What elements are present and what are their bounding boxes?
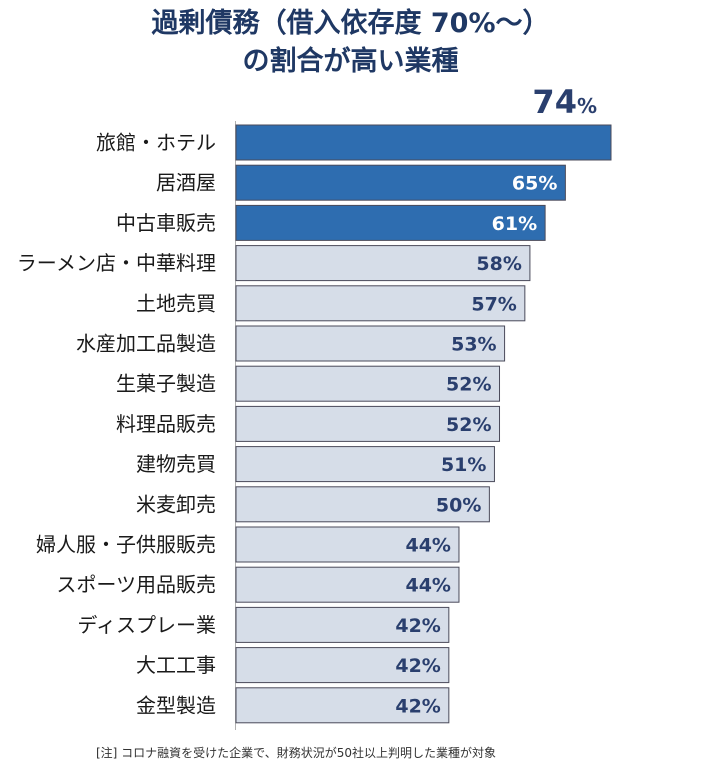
value-label: 52% [446,374,491,396]
value-label: 51% [441,454,486,476]
category-label: 生菓子製造 [116,372,216,396]
value-label: 74% [532,83,597,121]
bar [235,405,501,442]
bar [235,204,546,241]
bar [235,486,490,523]
category-label: 大工工事 [136,653,216,677]
bar [235,325,506,362]
value-label: 57% [471,293,516,315]
category-label: ディスプレー業 [77,613,216,637]
category-label: 米麦卸売 [136,492,216,516]
value-label: 58% [476,253,521,275]
category-label: 金型製造 [136,693,216,717]
footnote: [注] コロナ融資を受けた企業で、財務状況が50社以上判明した業種が対象 [96,746,496,760]
bar [235,647,450,684]
value-label: 42% [395,615,440,637]
bar [235,687,450,724]
value-label: 53% [451,334,496,356]
bar [235,566,460,603]
category-label: 婦人服・子供服販売 [36,533,216,557]
category-label: 建物売買 [136,452,216,476]
value-label: 50% [436,494,481,516]
category-label: ラーメン店・中華料理 [17,251,216,275]
value-label: 44% [405,575,450,597]
chart-title-line-1: 過剰債務（借入依存度 70%～） [151,8,550,39]
value-label: 44% [405,535,450,557]
bar [235,285,526,322]
bar [235,365,501,402]
bar [235,164,566,201]
chart-title-line-2: の割合が高い業種 [242,46,459,77]
category-label: 居酒屋 [156,171,216,195]
value-label: 42% [395,655,440,677]
bar [235,124,612,161]
value-label: 61% [492,213,537,235]
category-label: スポーツ用品販売 [56,573,216,597]
value-label: 42% [395,695,440,717]
value-label: 65% [512,173,557,195]
bar [235,446,495,483]
category-label: 土地売買 [136,291,216,315]
bar [235,526,460,563]
bar-chart: 旅館・ホテル 74% 居酒屋 65% 中古車販売 61% ラーメン店・中華料理 58% 土地売買… [17,83,612,730]
bar [235,245,531,282]
category-label: 水産加工品製造 [76,332,216,356]
category-label: 旅館・ホテル [96,131,216,155]
category-label: 料理品販売 [116,412,216,436]
category-label: 中古車販売 [116,211,216,235]
bar [235,606,450,643]
value-label: 52% [446,414,491,436]
